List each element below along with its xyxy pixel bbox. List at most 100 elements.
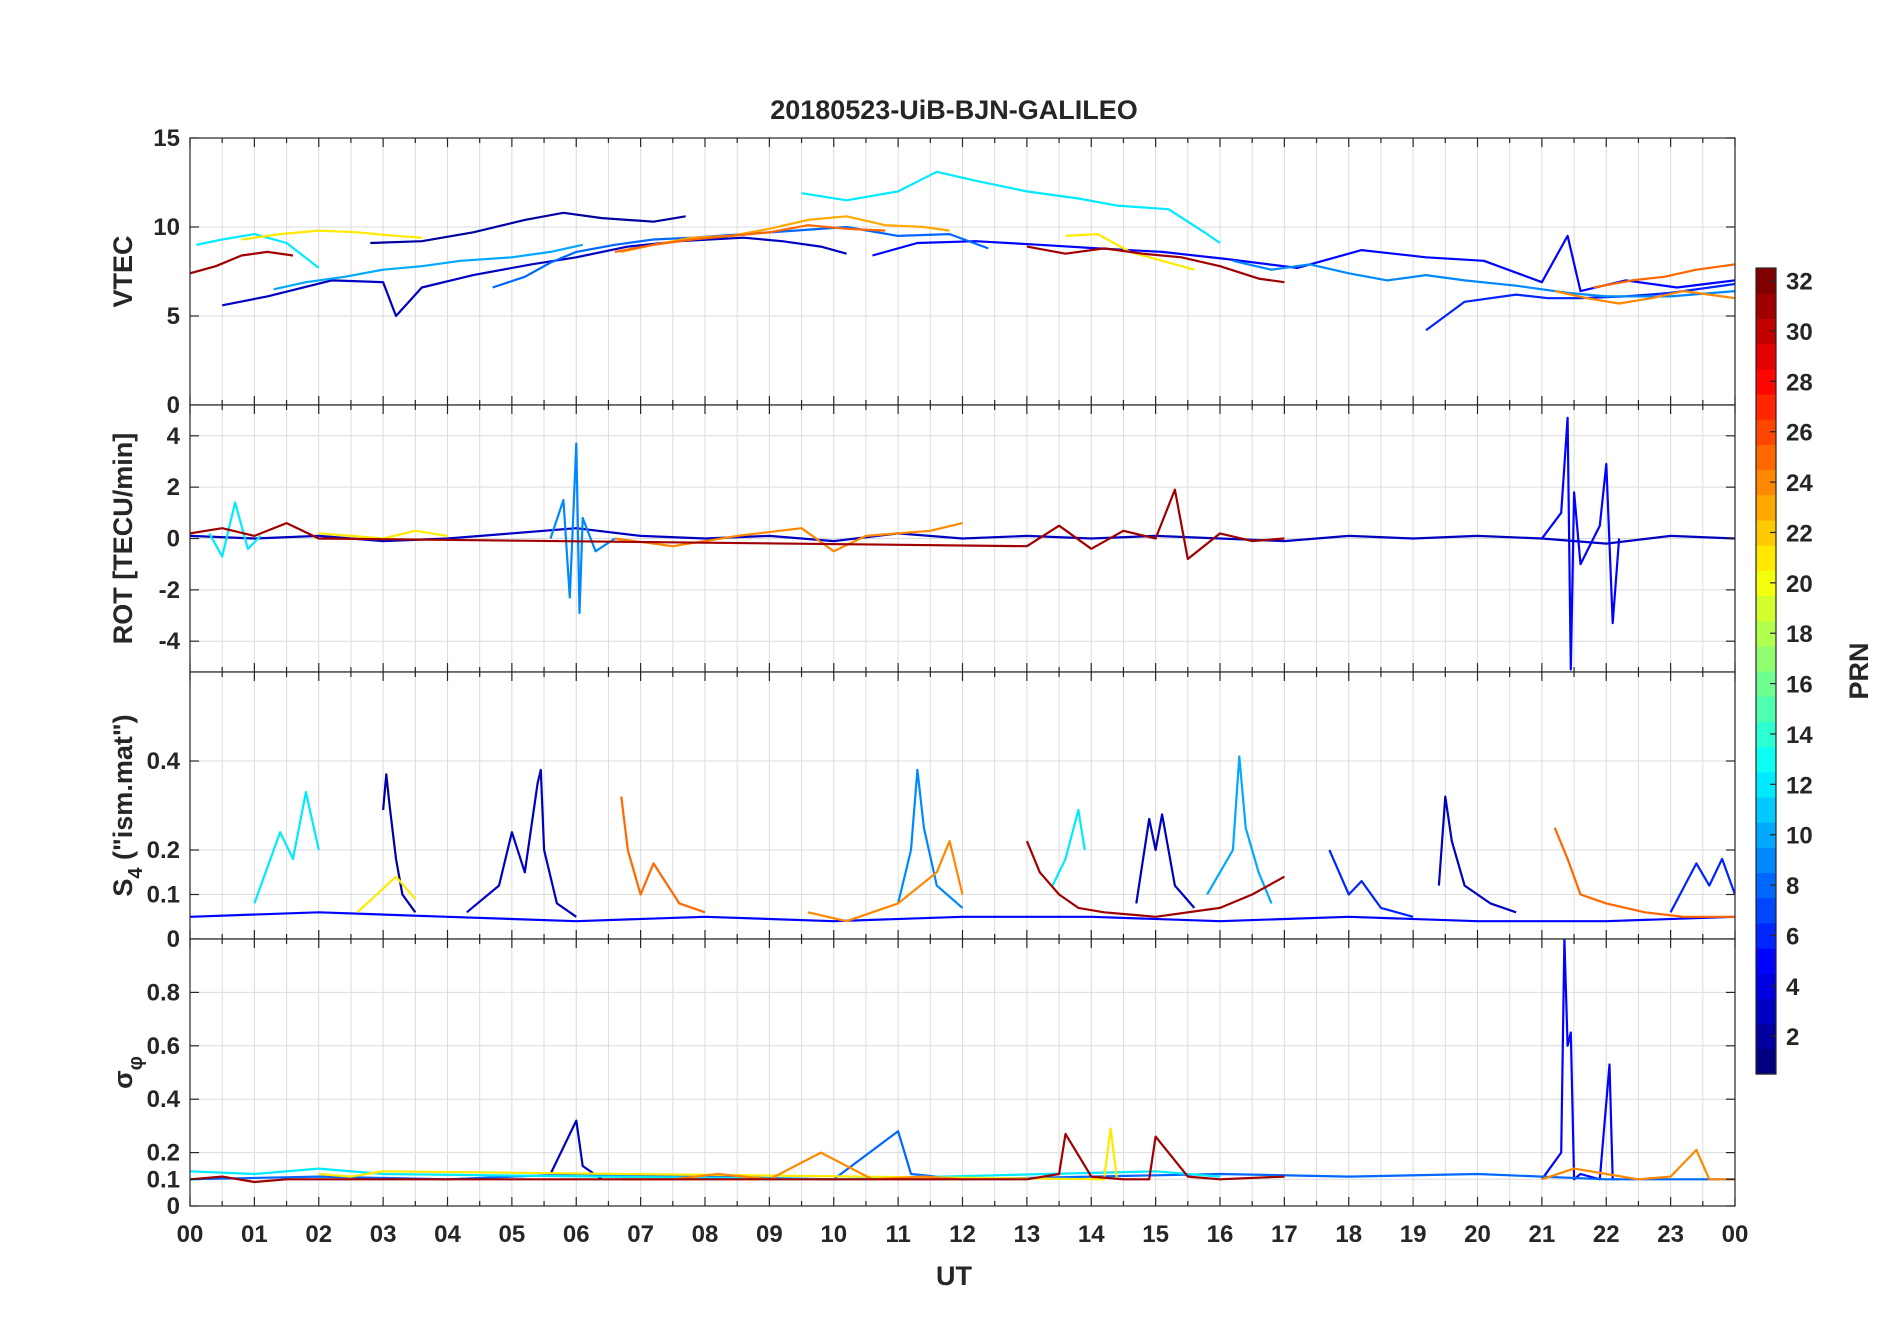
series-prn-3: [190, 527, 1735, 545]
x-tick-label: 21: [1529, 1221, 1556, 1248]
colorbar-swatch: [1756, 973, 1776, 1000]
series-prn-12: [208, 501, 262, 558]
colorbar-swatch: [1756, 368, 1776, 395]
series-prn-10: [273, 243, 583, 291]
colorbar-frame: [1755, 267, 1777, 1075]
colorbar-tick-label: 28: [1786, 369, 1813, 396]
y-tick-label: 15: [153, 125, 180, 152]
series-group: [190, 939, 1735, 1184]
y-tick-label: 0.2: [147, 837, 180, 864]
series-prn-2: [370, 211, 686, 245]
x-tick-label: 11: [885, 1221, 910, 1248]
series-group: [190, 170, 1735, 332]
colorbar-swatch: [1756, 1023, 1776, 1050]
colorbar-tick-label: 10: [1786, 823, 1813, 850]
panel-sigma_phi: 00.10.2 0.4 0.6 0.8 σφ: [108, 938, 1736, 1220]
colorbar-tick-label: 18: [1786, 621, 1813, 648]
colorbar-swatch: [1756, 696, 1776, 722]
colorbar-tick-label: 2: [1786, 1024, 1799, 1051]
series-prn-24: [1541, 1148, 1735, 1181]
x-tick-label: 13: [1014, 1221, 1041, 1248]
y-axis-label: σφ: [108, 1056, 147, 1089]
series-prn-3: [466, 768, 577, 918]
x-tick-label: 09: [756, 1221, 783, 1248]
colorbar-tick-label: 22: [1786, 520, 1813, 547]
series-prn-9: [549, 442, 616, 615]
grid: [189, 137, 1736, 406]
ticks: [189, 672, 1736, 940]
colorbar-swatch: [1756, 847, 1776, 874]
colorbar-swatch: [1756, 822, 1776, 848]
series-prn-31: [190, 1132, 1285, 1184]
series-prn-3: [1135, 813, 1196, 909]
ticks: [189, 939, 1736, 1207]
series-prn-31: [1026, 245, 1285, 284]
y-tick-label: 0: [167, 526, 180, 553]
colorbar-tick-label: 4: [1786, 974, 1800, 1001]
series-group: [190, 416, 1735, 671]
x-tick-label: 14: [1078, 1221, 1105, 1248]
y-tick-label: 0.2: [147, 1140, 180, 1167]
y-tick-label: 0.1: [147, 1166, 180, 1193]
series-prn-2: [382, 773, 417, 913]
series-prn-3: [1437, 795, 1517, 914]
series-prn-21: [318, 1127, 1119, 1181]
series-prn-6: [1669, 857, 1735, 913]
colorbar-tick-label: 12: [1786, 772, 1813, 799]
colorbar-swatch: [1756, 922, 1776, 949]
series-prn-25: [1553, 827, 1735, 918]
panel-s4: 0 0.1 0.2 0.4S4 ("ism.mat"): [108, 671, 1736, 953]
series-prn-5: [1541, 939, 1620, 1181]
y-tick-label: 10: [153, 214, 180, 241]
series-prn-6: [1328, 849, 1414, 918]
colorbar-tick-label: 14: [1786, 722, 1813, 749]
series-prn-3: [549, 1119, 603, 1181]
colorbar-swatch: [1756, 998, 1776, 1025]
colorbar-tick-label: 8: [1786, 873, 1799, 900]
y-tick-label: 0: [167, 392, 180, 419]
colorbar-swatch: [1756, 872, 1776, 899]
colorbar-tick-label: 26: [1786, 420, 1813, 447]
colorbar-swatch: [1756, 393, 1776, 420]
colorbar-swatch: [1756, 444, 1776, 471]
colorbar-swatch: [1756, 671, 1776, 697]
ticks: [189, 137, 1736, 406]
x-tick-label: 10: [820, 1221, 847, 1248]
x-tick-label: 05: [499, 1221, 526, 1248]
colorbar-swatch: [1756, 519, 1776, 546]
x-tick-label: 19: [1400, 1221, 1427, 1248]
x-tick-label: 15: [1142, 1221, 1169, 1248]
series-prn-12: [253, 790, 320, 904]
colorbar-swatch: [1756, 771, 1776, 798]
series-prn-12: [196, 233, 320, 269]
y-tick-label: 4: [167, 423, 181, 450]
colorbar-tick-label: 32: [1786, 269, 1813, 296]
colorbar-swatch: [1756, 721, 1776, 748]
series-prn-24: [1554, 290, 1735, 305]
y-tick-label: 0.1: [147, 882, 180, 909]
series-prn-6: [1425, 282, 1735, 332]
x-tick-label: 23: [1657, 1221, 1684, 1248]
colorbar-swatch: [1756, 645, 1776, 672]
x-tick-label: 18: [1335, 1221, 1362, 1248]
colorbar-tick-label: 24: [1786, 470, 1813, 497]
chart-title: 20180523-UiB-BJN-GALILEO: [770, 95, 1138, 125]
series-prn-21: [356, 875, 417, 914]
colorbar-swatch: [1756, 293, 1776, 319]
x-tick-label: 03: [370, 1221, 397, 1248]
x-tick-label: 00: [1722, 1221, 1749, 1248]
series-prn-9: [1232, 259, 1735, 298]
y-tick-label: 0: [167, 926, 180, 953]
x-tick-label: 16: [1207, 1221, 1234, 1248]
x-tick-label: 17: [1271, 1221, 1298, 1248]
series-prn-5: [190, 911, 1735, 923]
colorbar-tick-label: 20: [1786, 571, 1813, 598]
series-prn-8: [190, 1130, 1735, 1181]
x-tick-label: 01: [241, 1221, 268, 1248]
y-axis-label: ROT [TECU/min]: [108, 433, 138, 644]
series-prn-31: [190, 488, 1285, 561]
series-prn-10: [1206, 755, 1273, 904]
